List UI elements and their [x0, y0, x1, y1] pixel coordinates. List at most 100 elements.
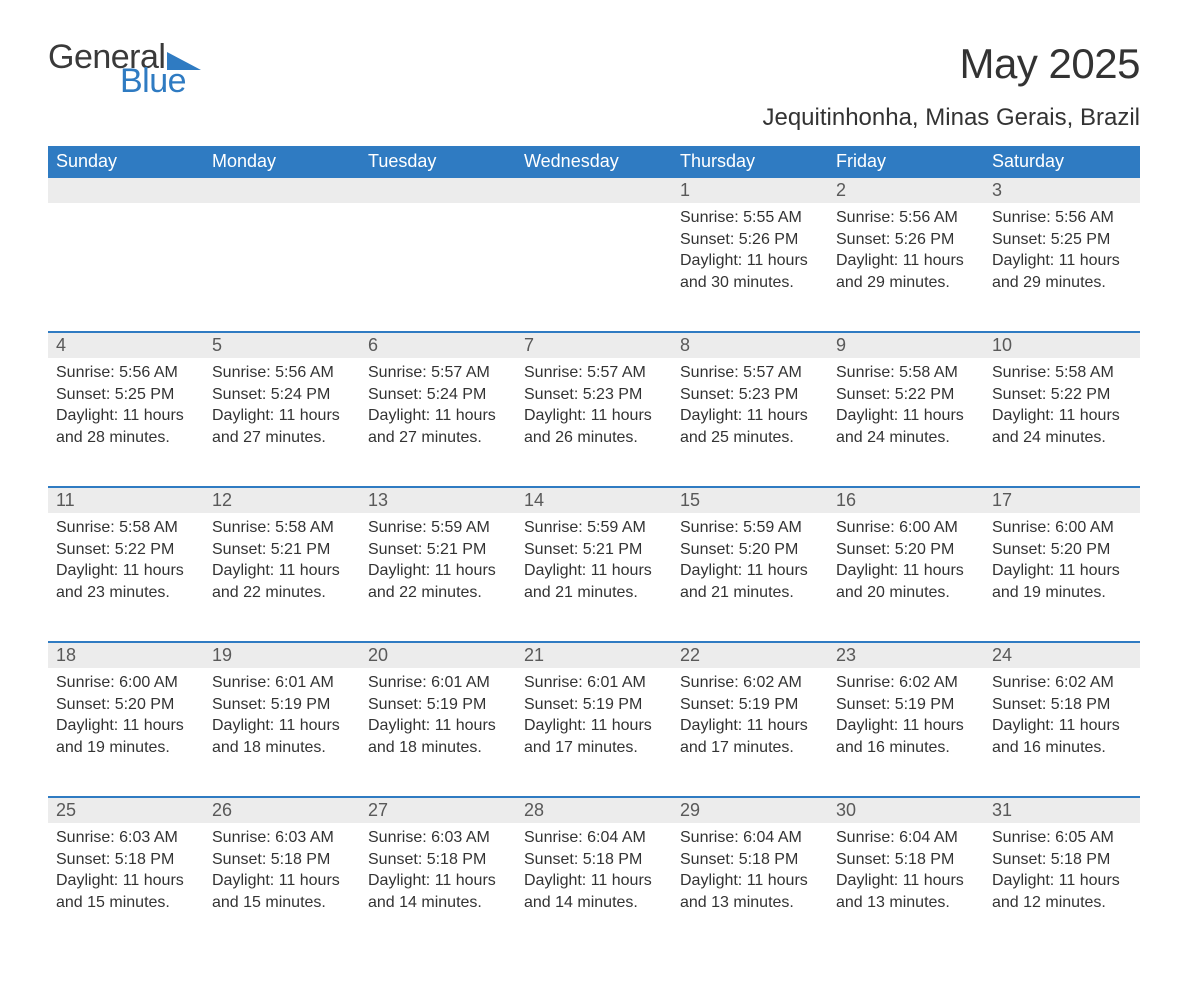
sunrise-text: Sunrise: 5:57 AM: [368, 362, 508, 384]
sunrise-text: Sunrise: 6:05 AM: [992, 827, 1132, 849]
day-cell: Sunrise: 6:01 AMSunset: 5:19 PMDaylight:…: [516, 668, 672, 772]
sunrise-text: Sunrise: 6:04 AM: [524, 827, 664, 849]
daylight-text: Daylight: 11 hours and 14 minutes.: [524, 870, 664, 913]
page-title: May 2025: [960, 40, 1140, 88]
sunset-text: Sunset: 5:19 PM: [680, 694, 820, 716]
daylight-text: Daylight: 11 hours and 22 minutes.: [368, 560, 508, 603]
day-number: 22: [672, 641, 828, 668]
daylight-text: Daylight: 11 hours and 13 minutes.: [680, 870, 820, 913]
day-cell: Sunrise: 5:57 AMSunset: 5:23 PMDaylight:…: [516, 358, 672, 462]
sunrise-text: Sunrise: 6:02 AM: [992, 672, 1132, 694]
day-number: 7: [516, 331, 672, 358]
day-number: 31: [984, 796, 1140, 823]
day-number: 23: [828, 641, 984, 668]
day-number-empty: [204, 178, 360, 203]
day-number: 3: [984, 178, 1140, 203]
day-cell: Sunrise: 5:57 AMSunset: 5:24 PMDaylight:…: [360, 358, 516, 462]
day-number: 30: [828, 796, 984, 823]
week-content-row: Sunrise: 6:00 AMSunset: 5:20 PMDaylight:…: [48, 668, 1140, 796]
day-number: 29: [672, 796, 828, 823]
sunrise-text: Sunrise: 6:00 AM: [56, 672, 196, 694]
daylight-text: Daylight: 11 hours and 25 minutes.: [680, 405, 820, 448]
day-number-empty: [48, 178, 204, 203]
day-number: 21: [516, 641, 672, 668]
col-thursday: Thursday: [672, 146, 828, 178]
sunset-text: Sunset: 5:19 PM: [368, 694, 508, 716]
sunset-text: Sunset: 5:26 PM: [680, 229, 820, 251]
daylight-text: Daylight: 11 hours and 21 minutes.: [680, 560, 820, 603]
daylight-text: Daylight: 11 hours and 16 minutes.: [992, 715, 1132, 758]
daylight-text: Daylight: 11 hours and 24 minutes.: [836, 405, 976, 448]
sunset-text: Sunset: 5:21 PM: [212, 539, 352, 561]
calendar-table: Sunday Monday Tuesday Wednesday Thursday…: [48, 146, 1140, 951]
sunset-text: Sunset: 5:19 PM: [212, 694, 352, 716]
sunset-text: Sunset: 5:18 PM: [992, 694, 1132, 716]
sunset-text: Sunset: 5:18 PM: [212, 849, 352, 871]
day-number: 26: [204, 796, 360, 823]
day-number: 18: [48, 641, 204, 668]
sunrise-text: Sunrise: 5:59 AM: [368, 517, 508, 539]
daylight-text: Daylight: 11 hours and 30 minutes.: [680, 250, 820, 293]
sunrise-text: Sunrise: 6:01 AM: [212, 672, 352, 694]
daylight-text: Daylight: 11 hours and 17 minutes.: [524, 715, 664, 758]
daylight-text: Daylight: 11 hours and 19 minutes.: [992, 560, 1132, 603]
day-cell: Sunrise: 6:02 AMSunset: 5:19 PMDaylight:…: [672, 668, 828, 772]
day-cell: Sunrise: 6:03 AMSunset: 5:18 PMDaylight:…: [360, 823, 516, 927]
col-wednesday: Wednesday: [516, 146, 672, 178]
day-cell: Sunrise: 6:04 AMSunset: 5:18 PMDaylight:…: [516, 823, 672, 927]
day-cell: Sunrise: 6:01 AMSunset: 5:19 PMDaylight:…: [360, 668, 516, 772]
day-cell: Sunrise: 6:04 AMSunset: 5:18 PMDaylight:…: [672, 823, 828, 927]
sunrise-text: Sunrise: 5:58 AM: [56, 517, 196, 539]
daylight-text: Daylight: 11 hours and 19 minutes.: [56, 715, 196, 758]
day-cell: Sunrise: 6:02 AMSunset: 5:19 PMDaylight:…: [828, 668, 984, 772]
day-number: 25: [48, 796, 204, 823]
week-daynum-row: 11121314151617: [48, 486, 1140, 513]
day-cell: Sunrise: 5:58 AMSunset: 5:22 PMDaylight:…: [48, 513, 204, 617]
day-number: 13: [360, 486, 516, 513]
sunset-text: Sunset: 5:24 PM: [368, 384, 508, 406]
week-daynum-row: 123: [48, 178, 1140, 203]
daylight-text: Daylight: 11 hours and 18 minutes.: [368, 715, 508, 758]
day-cell: Sunrise: 5:56 AMSunset: 5:24 PMDaylight:…: [204, 358, 360, 462]
sunrise-text: Sunrise: 5:55 AM: [680, 207, 820, 229]
day-number: 6: [360, 331, 516, 358]
daylight-text: Daylight: 11 hours and 27 minutes.: [368, 405, 508, 448]
sunset-text: Sunset: 5:21 PM: [368, 539, 508, 561]
sunrise-text: Sunrise: 6:03 AM: [212, 827, 352, 849]
day-cell: Sunrise: 6:03 AMSunset: 5:18 PMDaylight:…: [204, 823, 360, 927]
day-cell: Sunrise: 6:00 AMSunset: 5:20 PMDaylight:…: [48, 668, 204, 772]
day-cell: Sunrise: 6:03 AMSunset: 5:18 PMDaylight:…: [48, 823, 204, 927]
week-daynum-row: 18192021222324: [48, 641, 1140, 668]
sunrise-text: Sunrise: 6:03 AM: [368, 827, 508, 849]
week-content-row: Sunrise: 5:58 AMSunset: 5:22 PMDaylight:…: [48, 513, 1140, 641]
sunrise-text: Sunrise: 6:01 AM: [524, 672, 664, 694]
sunrise-text: Sunrise: 5:56 AM: [212, 362, 352, 384]
sunset-text: Sunset: 5:22 PM: [836, 384, 976, 406]
logo: General Blue: [48, 40, 201, 98]
day-number: 17: [984, 486, 1140, 513]
daylight-text: Daylight: 11 hours and 29 minutes.: [992, 250, 1132, 293]
daylight-text: Daylight: 11 hours and 20 minutes.: [836, 560, 976, 603]
sunset-text: Sunset: 5:26 PM: [836, 229, 976, 251]
daylight-text: Daylight: 11 hours and 22 minutes.: [212, 560, 352, 603]
day-cell: Sunrise: 5:56 AMSunset: 5:25 PMDaylight:…: [984, 203, 1140, 307]
day-cell: Sunrise: 5:55 AMSunset: 5:26 PMDaylight:…: [672, 203, 828, 307]
sunrise-text: Sunrise: 5:58 AM: [836, 362, 976, 384]
day-cell: Sunrise: 5:57 AMSunset: 5:23 PMDaylight:…: [672, 358, 828, 462]
sunrise-text: Sunrise: 6:02 AM: [836, 672, 976, 694]
day-cell: Sunrise: 5:58 AMSunset: 5:22 PMDaylight:…: [984, 358, 1140, 462]
sunrise-text: Sunrise: 5:56 AM: [56, 362, 196, 384]
sunrise-text: Sunrise: 6:02 AM: [680, 672, 820, 694]
day-number: 27: [360, 796, 516, 823]
sunrise-text: Sunrise: 5:59 AM: [524, 517, 664, 539]
sunset-text: Sunset: 5:18 PM: [524, 849, 664, 871]
sunrise-text: Sunrise: 6:03 AM: [56, 827, 196, 849]
week-daynum-row: 45678910: [48, 331, 1140, 358]
daylight-text: Daylight: 11 hours and 18 minutes.: [212, 715, 352, 758]
sunset-text: Sunset: 5:19 PM: [524, 694, 664, 716]
sunrise-text: Sunrise: 5:58 AM: [992, 362, 1132, 384]
sunset-text: Sunset: 5:25 PM: [992, 229, 1132, 251]
weekday-header-row: Sunday Monday Tuesday Wednesday Thursday…: [48, 146, 1140, 178]
sunset-text: Sunset: 5:18 PM: [680, 849, 820, 871]
day-number: 8: [672, 331, 828, 358]
